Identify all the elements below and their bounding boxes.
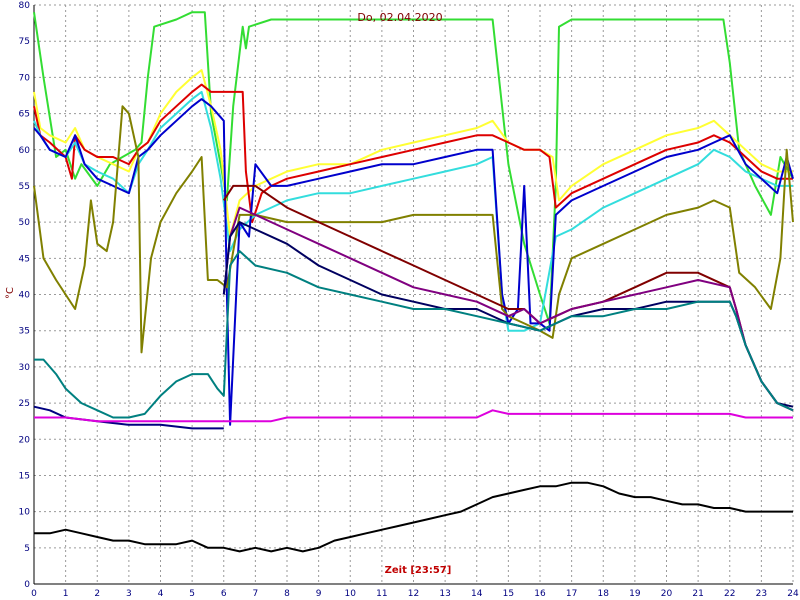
x-tick-label: 24 <box>787 589 799 599</box>
y-tick-label: 30 <box>19 363 31 373</box>
x-tick-label: 10 <box>345 589 357 599</box>
x-tick-label: 11 <box>376 589 387 599</box>
y-tick-label: 75 <box>19 37 30 47</box>
y-tick-label: 15 <box>19 471 30 481</box>
x-tick-label: 5 <box>189 589 195 599</box>
x-tick-label: 2 <box>94 589 100 599</box>
x-tick-label: 0 <box>31 589 37 599</box>
series-line-11 <box>33 405 224 430</box>
y-tick-label: 25 <box>19 399 30 409</box>
y-tick-label: 40 <box>19 291 31 301</box>
x-tick-label: 13 <box>439 589 450 599</box>
y-tick-label: 80 <box>19 1 31 11</box>
y-tick-label: 60 <box>19 146 31 156</box>
axes <box>33 5 793 585</box>
y-tick-label: 0 <box>24 580 30 590</box>
x-tick-label: 19 <box>629 589 641 599</box>
y-tick-label: 10 <box>19 508 31 518</box>
y-tick-label: 45 <box>19 254 30 264</box>
series-line-5 <box>33 98 794 426</box>
series-line-8 <box>222 206 794 412</box>
x-tick-label: 4 <box>158 589 164 599</box>
x-tick-label: 23 <box>756 589 767 599</box>
series-line-13 <box>34 481 793 553</box>
x-tick-label: 21 <box>692 589 703 599</box>
y-tick-label: 50 <box>19 218 31 228</box>
x-tick-label: 8 <box>284 589 290 599</box>
series-group <box>33 11 794 553</box>
x-tick-labels: 0 1 2 3 4 5 6 7 8 9 10 11 12 13 14 15 16 17 18 19 20 21 22 23 24 <box>31 589 799 599</box>
series-line-3 <box>33 83 793 224</box>
x-tick-label: 17 <box>566 589 577 599</box>
x-tick-label: 9 <box>316 589 322 599</box>
x-tick-label: 7 <box>253 589 259 599</box>
y-tick-label: 5 <box>24 544 30 554</box>
series-line-12 <box>34 409 793 423</box>
series-line-1 <box>33 11 794 325</box>
y-tick-label: 55 <box>19 182 30 192</box>
y-tick-label: 70 <box>19 73 31 83</box>
x-tick-label: 20 <box>661 589 673 599</box>
x-tick-label: 15 <box>503 589 514 599</box>
x-tick-label: 6 <box>221 589 227 599</box>
y-axis-label: °C <box>5 287 16 299</box>
y-tick-label: 20 <box>19 435 31 445</box>
chart-title: Do, 02.04.2020 <box>357 11 442 24</box>
x-tick-label: 22 <box>724 589 735 599</box>
y-tick-labels: 0 5 10 15 20 25 30 35 40 45 50 55 60 65 70 75 80 <box>19 1 31 590</box>
x-tick-label: 12 <box>408 589 419 599</box>
y-tick-label: 65 <box>19 110 30 120</box>
y-tick-label: 35 <box>19 327 30 337</box>
x-tick-label: 1 <box>63 589 69 599</box>
x-tick-label: 14 <box>471 589 483 599</box>
series-line-10 <box>34 250 794 419</box>
x-tick-label: 3 <box>126 589 132 599</box>
x-axis-label: Zeit [23:57] <box>385 565 452 576</box>
x-tick-label: 18 <box>598 589 610 599</box>
x-tick-label: 16 <box>534 589 546 599</box>
